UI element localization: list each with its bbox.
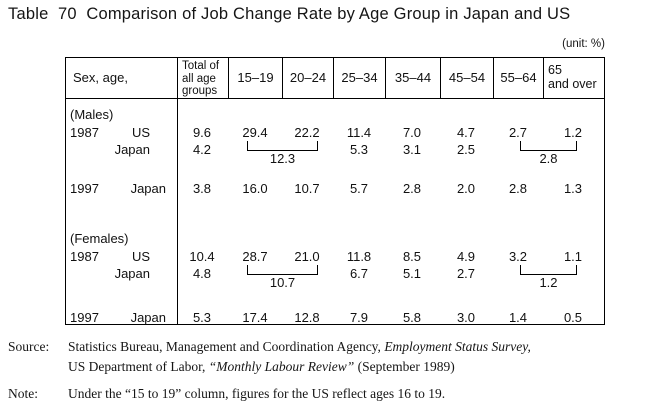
value-cell: 4.9 bbox=[456, 249, 476, 264]
source-text: Statistics Bureau, Management and Coordi… bbox=[68, 339, 385, 354]
value-cell: 2.5 bbox=[456, 142, 476, 157]
row-females-1987-us: 1987 US 10.4 28.7 21.0 11.8 8.5 4.9 3.2 … bbox=[66, 250, 604, 264]
note-text: Under the “15 to 19” column, figures for… bbox=[68, 386, 446, 401]
source-line-2: US Department of Labor, “Monthly Labour … bbox=[68, 359, 455, 375]
year-cell: 1987 bbox=[70, 125, 99, 140]
table-title: Table 70 Comparison of Job Change Rate b… bbox=[8, 5, 571, 23]
source-text: US Department of Labor, bbox=[68, 359, 209, 374]
value-cell: 10.7 bbox=[294, 181, 320, 196]
section-label-females: (Females) bbox=[70, 231, 129, 246]
unit-label: (unit: %) bbox=[562, 38, 605, 50]
row-males-1987-japan: Japan 4.2 5.3 3.1 2.5 bbox=[66, 143, 604, 157]
country-cell: US bbox=[131, 249, 150, 264]
source-text: (September 1989) bbox=[354, 359, 455, 374]
country-cell: Japan bbox=[114, 142, 150, 157]
value-cell: 5.3 bbox=[192, 310, 212, 325]
value-cell: 4.7 bbox=[456, 125, 476, 140]
bracket-15-24-females bbox=[247, 265, 318, 275]
value-cell: 21.0 bbox=[294, 249, 320, 264]
value-cell: 2.8 bbox=[402, 181, 422, 196]
value-cell: 4.8 bbox=[192, 266, 212, 281]
source-line-1: Statistics Bureau, Management and Coordi… bbox=[68, 339, 531, 355]
value-cell: 17.4 bbox=[242, 310, 268, 325]
value-cell: 1.3 bbox=[563, 181, 583, 196]
value-cell: 3.2 bbox=[508, 249, 528, 264]
value-cell: 2.0 bbox=[456, 181, 476, 196]
value-cell: 5.3 bbox=[349, 142, 369, 157]
bracket-value-15-24-males: 12.3 bbox=[269, 151, 296, 166]
bracket-55-over-males bbox=[520, 141, 577, 151]
bracket-55-over-females bbox=[520, 265, 577, 275]
header-sex-age-country: Sex, age, Country bbox=[73, 70, 128, 85]
value-cell: 3.1 bbox=[402, 142, 422, 157]
value-cell: 7.9 bbox=[349, 310, 369, 325]
country-cell: Japan bbox=[130, 310, 166, 325]
value-cell: 28.7 bbox=[242, 249, 268, 264]
value-cell: 2.8 bbox=[508, 181, 528, 196]
value-cell: 1.2 bbox=[563, 125, 583, 140]
value-cell: 2.7 bbox=[456, 266, 476, 281]
bracket-value-15-24-females: 10.7 bbox=[269, 275, 296, 290]
row-females-1997-japan: 1997 Japan 5.3 17.4 12.8 7.9 5.8 3.0 1.4… bbox=[66, 311, 604, 325]
header-age-55-64: 55–64 bbox=[493, 58, 543, 98]
value-cell: 5.7 bbox=[349, 181, 369, 196]
value-cell: 5.1 bbox=[402, 266, 422, 281]
source-publication-italic: Employment Status Survey, bbox=[384, 339, 531, 354]
value-cell: 8.5 bbox=[402, 249, 422, 264]
value-cell: 5.8 bbox=[402, 310, 422, 325]
row-females-1987-japan: Japan 4.8 6.7 5.1 2.7 bbox=[66, 267, 604, 281]
value-cell: 29.4 bbox=[242, 125, 268, 140]
row-males-1987-us: 1987 US 9.6 29.4 22.2 11.4 7.0 4.7 2.7 1… bbox=[66, 126, 604, 140]
value-cell: 7.0 bbox=[402, 125, 422, 140]
year-cell: 1997 bbox=[70, 181, 99, 196]
header-age-45-54: 45–54 bbox=[440, 58, 493, 98]
value-cell: 3.0 bbox=[456, 310, 476, 325]
header-age-25-34: 25–34 bbox=[333, 58, 385, 98]
value-cell: 10.4 bbox=[189, 249, 215, 264]
header-age-20-24: 20–24 bbox=[282, 58, 333, 98]
first-column-divider bbox=[177, 99, 178, 324]
value-cell: 9.6 bbox=[192, 125, 212, 140]
source-label: Source: bbox=[8, 339, 50, 354]
header-age-65-over: 65 and over bbox=[543, 58, 604, 98]
job-change-rate-table: Sex, age, Country Total of all age group… bbox=[65, 57, 605, 325]
value-cell: 12.8 bbox=[294, 310, 320, 325]
country-cell: US bbox=[131, 125, 150, 140]
source-publication-italic: “Monthly Labour Review” bbox=[208, 359, 355, 374]
value-cell: 22.2 bbox=[294, 125, 320, 140]
value-cell: 2.7 bbox=[508, 125, 528, 140]
year-cell: 1987 bbox=[70, 249, 99, 264]
value-cell: 16.0 bbox=[242, 181, 268, 196]
header-age-35-44: 35–44 bbox=[385, 58, 440, 98]
value-cell: 4.2 bbox=[192, 142, 212, 157]
value-cell: 6.7 bbox=[349, 266, 369, 281]
value-cell: 3.8 bbox=[192, 181, 212, 196]
value-cell: 11.4 bbox=[346, 125, 372, 140]
table-body: (Males) 1987 US 9.6 29.4 22.2 11.4 7.0 4… bbox=[66, 99, 604, 325]
country-cell: Japan bbox=[114, 266, 150, 281]
bracket-value-55-over-males: 2.8 bbox=[539, 151, 558, 166]
note-label: Note: bbox=[8, 386, 38, 401]
section-label-males: (Males) bbox=[70, 107, 114, 122]
value-cell: 11.8 bbox=[346, 249, 372, 264]
row-males-1997-japan: 1997 Japan 3.8 16.0 10.7 5.7 2.8 2.0 2.8… bbox=[66, 182, 604, 196]
header-total-all-ages: Total of all age groups bbox=[177, 58, 228, 98]
bracket-value-55-over-females: 1.2 bbox=[539, 275, 558, 290]
country-cell: Japan bbox=[130, 181, 166, 196]
header-age-15-19: 15–19 bbox=[228, 58, 282, 98]
value-cell: 1.4 bbox=[508, 310, 528, 325]
value-cell: 1.1 bbox=[563, 249, 583, 264]
bracket-15-24-males bbox=[247, 141, 318, 151]
year-cell: 1997 bbox=[70, 310, 99, 325]
value-cell: 0.5 bbox=[563, 310, 583, 325]
header-row: Sex, age, Country Total of all age group… bbox=[66, 58, 604, 99]
